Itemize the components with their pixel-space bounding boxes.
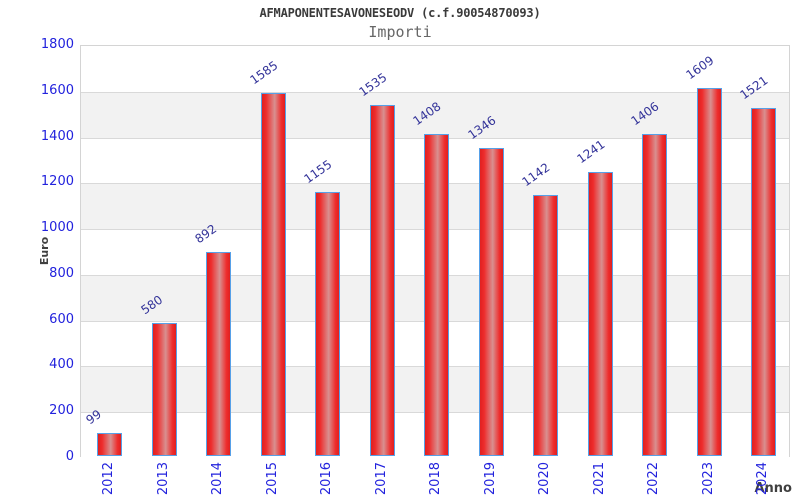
bar-2016 (315, 191, 340, 456)
x-axis-title: Anno (754, 481, 792, 496)
bar-2017 (369, 104, 395, 456)
bar-2015 (260, 93, 286, 456)
y-tick-label: 0 (65, 449, 74, 464)
x-tick-label: 2014 (210, 462, 225, 496)
y-tick-label: 200 (49, 403, 74, 419)
x-tick-wrap: 2014 (208, 462, 228, 500)
x-tick-wrap: 2013 (153, 462, 173, 500)
x-tick-label: 2013 (155, 462, 171, 496)
x-tick-label: 2016 (319, 462, 334, 496)
bar-2024 (751, 107, 776, 456)
y-tick-label: 400 (49, 357, 74, 373)
chart-subtitle: Importi (368, 23, 432, 41)
y-tick-label: 1000 (40, 220, 74, 236)
chart-title: AFMAPONENTESAVONESEODV (c.f.90054870093) (259, 6, 541, 20)
x-tick-wrap: 2012 (99, 462, 119, 500)
x-tick-label: 2023 (700, 462, 716, 496)
x-tick-label: 2022 (646, 462, 661, 496)
x-tick-label: 2017 (373, 462, 389, 496)
plot-band (81, 91, 789, 138)
gridline (81, 91, 789, 93)
plot-area (80, 45, 790, 458)
x-tick-wrap: 2017 (371, 462, 391, 500)
x-tick-wrap: 2022 (644, 462, 664, 500)
y-tick-label: 1800 (40, 37, 74, 52)
y-tick-label: 600 (49, 311, 74, 327)
y-tick-label: 800 (49, 265, 74, 281)
x-tick-label: 2012 (101, 462, 116, 496)
x-tick-label: 2019 (482, 462, 498, 496)
y-tick-label: 1400 (40, 128, 74, 144)
plot-band (81, 46, 789, 92)
x-tick-wrap: 2019 (480, 462, 500, 500)
bar-2022 (642, 134, 667, 456)
x-tick-wrap: 2021 (589, 462, 609, 500)
bar-2019 (478, 147, 504, 456)
bar-2020 (533, 194, 558, 456)
y-tick-label: 1200 (40, 174, 74, 190)
bar-2018 (424, 133, 449, 456)
x-tick-label: 2024 (755, 462, 770, 496)
x-tick-wrap: 2024 (753, 462, 773, 500)
x-tick-label: 2018 (428, 462, 443, 496)
bar-2012 (97, 433, 122, 456)
x-tick-wrap: 2023 (698, 462, 718, 500)
x-tick-label: 2021 (591, 462, 607, 496)
x-tick-label: 2015 (264, 462, 280, 496)
x-tick-wrap: 2016 (317, 462, 337, 500)
x-tick-wrap: 2015 (262, 462, 282, 500)
x-tick-wrap: 2020 (535, 462, 555, 500)
bar-2013 (151, 323, 177, 456)
x-tick-label: 2020 (537, 462, 552, 496)
bar-2014 (206, 251, 231, 456)
y-tick-label: 1600 (40, 82, 74, 98)
bar-2021 (587, 171, 613, 456)
bar-2023 (696, 87, 722, 456)
y-axis-title: Euro (38, 236, 51, 266)
x-tick-wrap: 2018 (426, 462, 446, 500)
